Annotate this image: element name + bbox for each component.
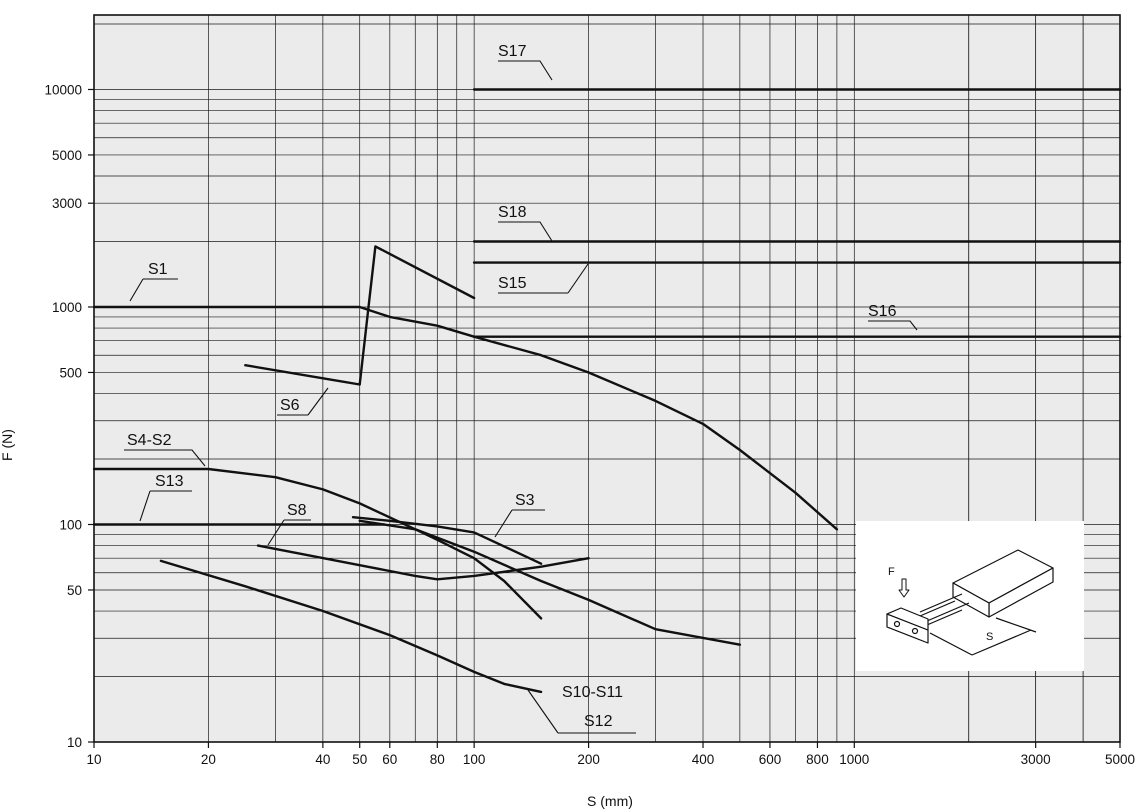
leader-line-s13: [139, 490, 151, 522]
leader-line-s3: [494, 509, 513, 538]
curve-s8: [256, 544, 590, 581]
leader-line-s1: [129, 278, 144, 302]
label-s12: S12: [584, 713, 613, 730]
label-s4-s2: S4-S2: [127, 432, 172, 449]
y-axis-label: F (N): [0, 429, 15, 461]
x-tick-label: 400: [692, 752, 715, 767]
label-s15: S15: [498, 275, 527, 292]
label-s3: S3: [515, 492, 535, 509]
leader-line-s18: [533, 221, 553, 242]
curve-labels: S17 S18 S15 S16 S1 S6 S4-S2 S13 S8 S3 S10-S11 S12: [124, 43, 918, 734]
label-s13: S13: [155, 473, 184, 490]
y-tick-label: 10000: [44, 82, 82, 97]
curve-s10-s11: [358, 519, 543, 620]
y-tick-label: 500: [59, 365, 82, 380]
x-tick-label: 20: [201, 752, 216, 767]
x-tick-label: 60: [382, 752, 397, 767]
y-tick-label: 1000: [52, 300, 82, 315]
curve-s6: [244, 245, 476, 386]
x-tick-label: 3000: [1021, 752, 1051, 767]
x-tick-label: 1000: [839, 752, 869, 767]
y-tick-label: 10: [67, 735, 82, 750]
y-tick-label: 5000: [52, 148, 82, 163]
label-s8: S8: [287, 502, 307, 519]
y-tick-label: 50: [67, 583, 82, 598]
leader-line-s16: [903, 320, 918, 331]
label-s16: S16: [868, 303, 897, 320]
x-tick-label: 50: [352, 752, 367, 767]
diagram-inset: F S: [856, 521, 1084, 671]
ticks: 10 20 40 50 60 80 100 200 400 600 800 1000 3000 5000 1…: [44, 82, 1135, 767]
curve-s3: [351, 516, 543, 565]
x-axis-label: S (mm): [587, 793, 633, 809]
x-tick-label: 80: [430, 752, 445, 767]
label-s1: S1: [148, 261, 168, 278]
curves: [92, 88, 1122, 694]
y-tick-label: 100: [59, 517, 82, 532]
leader-line-s17: [533, 60, 553, 81]
x-tick-label: 200: [577, 752, 600, 767]
leader-line-s8: [267, 519, 285, 546]
x-tick-label: 40: [315, 752, 330, 767]
inset-force-label: F: [888, 566, 895, 578]
curve-s1: [92, 305, 839, 531]
leader-line-s6: [307, 387, 329, 416]
label-s17: S17: [498, 43, 527, 60]
x-tick-label: 100: [463, 752, 486, 767]
plot-border: [93, 14, 1121, 743]
leader-line-s4-s2: [180, 449, 206, 467]
leader-line-s10-s11: [527, 689, 559, 734]
y-tick-label: 3000: [52, 196, 82, 211]
inset-stroke-label: S: [986, 631, 993, 643]
x-tick-label: 600: [759, 752, 782, 767]
actuator-drawing: [886, 549, 1054, 656]
x-tick-label: 5000: [1105, 752, 1135, 767]
curve-s12: [159, 559, 543, 694]
label-s18: S18: [498, 204, 527, 221]
label-s10-s11: S10-S11: [562, 684, 623, 701]
leader-line-s15: [567, 263, 589, 294]
x-tick-label: 800: [806, 752, 829, 767]
x-tick-label: 10: [86, 752, 101, 767]
label-s6: S6: [280, 397, 300, 414]
